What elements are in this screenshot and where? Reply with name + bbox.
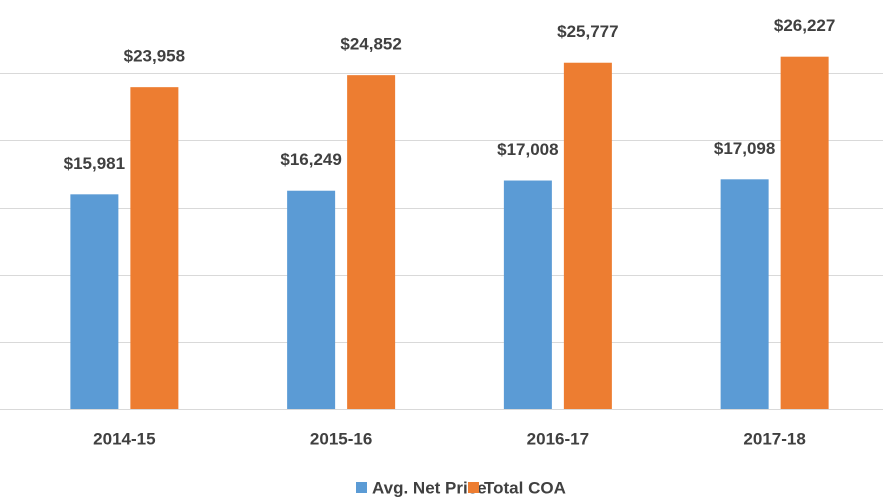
bar [130,87,179,410]
data-label: $15,981 [64,154,125,173]
x-tick-label: 2015-16 [310,429,372,448]
x-tick-label: 2016-17 [527,429,589,448]
data-label: $17,008 [497,140,558,159]
data-label: $16,249 [280,150,341,169]
data-label: $17,098 [714,139,775,158]
legend-label: Total COA [484,478,566,497]
x-tick-label: 2017-18 [743,429,805,448]
legend-label: Avg. Net Price [372,478,487,497]
bar [720,179,769,409]
legend-swatch [356,482,367,493]
bar [347,75,396,410]
bar [70,194,119,409]
bar [563,62,612,409]
bar [780,56,829,410]
bar [503,180,552,409]
data-label: $23,958 [124,47,185,66]
bar [287,190,336,409]
x-tick-label: 2014-15 [93,429,155,448]
legend-swatch [468,482,479,493]
data-label: $24,852 [340,35,401,54]
data-label: $26,227 [774,16,835,35]
data-label: $25,777 [557,22,618,41]
